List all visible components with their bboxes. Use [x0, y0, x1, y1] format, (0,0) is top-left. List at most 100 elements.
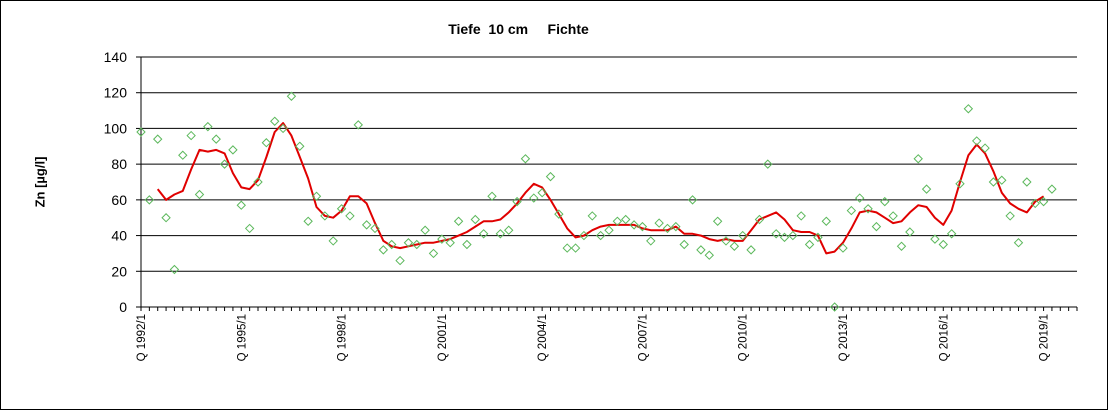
- data-point-2001-q4: [462, 239, 472, 250]
- data-point-2018-q4: [1030, 198, 1040, 209]
- data-point-2013-q2: [846, 205, 857, 216]
- data-point-2016-q4: [963, 104, 974, 114]
- data-point-2017-q3: [988, 177, 999, 187]
- y-tick-label: 40: [111, 228, 127, 244]
- data-point-2008-q1: [671, 221, 681, 232]
- data-point-2007-q3: [654, 218, 664, 228]
- data-point-1995-q2: [244, 223, 255, 234]
- data-point-1999-q2: [378, 245, 389, 255]
- data-point-2000-q1: [403, 238, 414, 248]
- data-point-1995-q1: [236, 200, 246, 210]
- grid-lines: [141, 56, 1077, 272]
- axes: 0 20 40 60 80 100 120 140 Q 1992/1 Q 1995/1 Q 1998…: [104, 49, 1078, 361]
- data-point-2009-q1: [704, 250, 714, 260]
- data-point-2001-q3: [453, 216, 464, 226]
- data-point-2015-q1: [905, 227, 915, 237]
- data-point-1994-q1: [203, 121, 213, 132]
- data-point-2011-q3: [788, 230, 798, 241]
- data-point-2010-q3: [754, 214, 765, 225]
- data-point-2010-q1: [738, 230, 748, 241]
- data-point-1992-q3: [153, 134, 163, 144]
- data-point-2019-q1: [1038, 196, 1049, 207]
- data-point-1996-q4: [295, 141, 305, 151]
- data-point-1996-q1: [270, 116, 280, 126]
- data-point-2019-q2: [1047, 184, 1057, 194]
- data-point-1993-q4: [194, 189, 205, 200]
- data-point-1995-q4: [261, 138, 272, 148]
- y-tick-label: 120: [104, 85, 128, 101]
- data-point-2015-q3: [921, 184, 932, 194]
- data-point-2004-q3: [554, 209, 564, 219]
- data-point-2014-q1: [871, 221, 882, 232]
- data-point-1999-q1: [370, 223, 380, 234]
- data-point-2017-q1: [972, 136, 982, 146]
- data-point-2006-q4: [629, 220, 639, 230]
- data-point-2012-q3: [821, 216, 831, 226]
- data-point-2006-q3: [621, 214, 631, 225]
- data-point-2000-q4: [428, 248, 439, 259]
- data-point-2005-q4: [595, 230, 606, 241]
- data-point-2003-q4: [529, 193, 539, 203]
- data-point-2013-q4: [863, 204, 873, 214]
- data-point-2009-q2: [712, 216, 723, 226]
- x-tick-label: Q 2016/1: [938, 314, 950, 361]
- data-point-2012-q1: [804, 239, 815, 250]
- x-tick-label: Q 2010/1: [738, 314, 750, 361]
- data-point-2006-q2: [612, 216, 623, 226]
- smoothed-line-series: [156, 122, 1045, 255]
- data-point-2012-q2: [813, 232, 823, 243]
- data-point-2007-q1: [637, 221, 648, 232]
- x-tick-label: Q 2013/1: [838, 314, 850, 361]
- y-tick-label: 140: [104, 49, 128, 65]
- data-point-2009-q4: [729, 241, 740, 251]
- data-point-1995-q3: [253, 177, 263, 187]
- data-point-2000-q2: [412, 239, 422, 250]
- x-tick-label: Q 2004/1: [537, 314, 549, 361]
- data-point-2001-q1: [437, 234, 447, 244]
- data-point-1997-q2: [311, 191, 322, 201]
- data-point-2007-q2: [646, 236, 656, 246]
- data-point-2004-q2: [545, 171, 556, 182]
- data-point-2013-q1: [838, 243, 848, 253]
- y-tick-label: 60: [111, 192, 127, 208]
- x-tick-label: Q 2007/1: [637, 314, 649, 361]
- data-point-2002-q1: [470, 214, 480, 225]
- data-point-1996-q2: [278, 123, 288, 134]
- data-point-2018-q3: [1022, 177, 1032, 187]
- data-point-2009-q3: [721, 236, 731, 246]
- chart-title: Tiefe 10 cm Fichte: [448, 21, 589, 37]
- y-tick-label: 20: [111, 263, 127, 279]
- data-point-1996-q3: [286, 91, 297, 101]
- data-point-2003-q3: [520, 154, 531, 164]
- data-point-2015-q4: [930, 234, 940, 244]
- data-point-1998-q4: [361, 220, 372, 230]
- data-point-2012-q4: [829, 302, 840, 312]
- data-point-2016-q1: [938, 239, 948, 250]
- data-point-2005-q2: [579, 230, 589, 241]
- data-point-1998-q3: [353, 120, 363, 130]
- data-point-2003-q2: [512, 196, 522, 207]
- data-point-2011-q1: [771, 229, 781, 239]
- data-point-2018-q1: [1005, 211, 1015, 221]
- data-point-2002-q4: [495, 229, 506, 239]
- data-point-2006-q1: [604, 225, 614, 235]
- x-tick-label: Q 1992/1: [136, 314, 148, 361]
- data-point-2000-q3: [420, 225, 430, 235]
- measurement-points: [136, 91, 1057, 312]
- y-tick-label: 0: [119, 299, 127, 315]
- data-point-1998-q1: [336, 204, 347, 214]
- series-line: [156, 122, 1045, 255]
- data-point-2016-q3: [955, 179, 965, 189]
- data-point-2011-q2: [779, 232, 790, 243]
- x-tick-label: Q 1995/1: [236, 314, 248, 361]
- data-point-2014-q3: [888, 211, 898, 221]
- data-point-1997-q1: [303, 216, 313, 226]
- data-point-1998-q2: [345, 211, 355, 221]
- data-point-2018-q2: [1013, 238, 1024, 248]
- data-point-1999-q3: [387, 239, 397, 250]
- data-point-2007-q4: [662, 223, 673, 234]
- data-point-2016-q2: [946, 229, 957, 239]
- data-point-1994-q3: [219, 159, 230, 169]
- data-point-2014-q4: [896, 241, 907, 251]
